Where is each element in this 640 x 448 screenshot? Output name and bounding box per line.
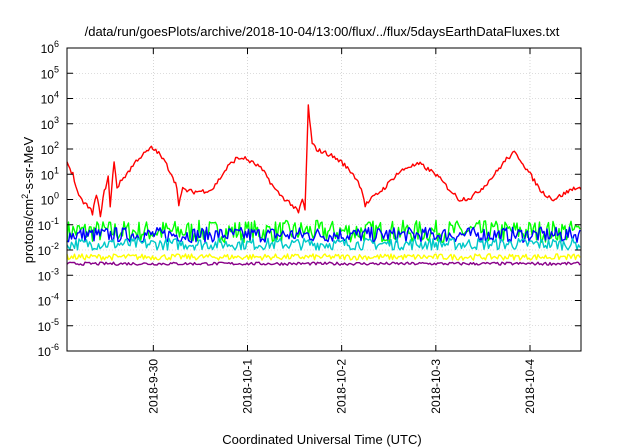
y-tick-label: 103 <box>41 115 59 132</box>
y-axis: 10-610-510-410-310-210-11001011021031041… <box>38 39 581 359</box>
y-tick-label-exponent: 5 <box>54 64 59 74</box>
flux-series-line <box>66 237 581 251</box>
plot-frame <box>66 47 582 352</box>
y-tick-label: 102 <box>41 140 59 157</box>
y-tick-label-base: 10 <box>41 143 55 157</box>
y-tick-label-base: 10 <box>38 219 52 233</box>
y-tick-label: 10-6 <box>38 342 59 359</box>
y-tick-label-base: 10 <box>41 42 55 56</box>
proton-flux-series-line <box>66 104 582 218</box>
y-tick-label-base: 10 <box>38 269 52 283</box>
flux-series-line <box>66 261 581 266</box>
y-tick-label-base: 10 <box>41 118 55 132</box>
series-layer <box>66 104 582 266</box>
y-tick-label-exponent: -5 <box>51 317 59 327</box>
y-tick-label-exponent: -6 <box>51 342 59 352</box>
flux-series-line <box>66 226 581 244</box>
grid-lines <box>67 47 581 352</box>
y-tick-label-exponent: -3 <box>51 266 59 276</box>
y-tick-label-base: 10 <box>38 244 52 258</box>
x-tick-label: 2018-10-2 <box>335 359 349 414</box>
y-tick-label-exponent: 6 <box>54 39 59 49</box>
flux-series-line <box>66 253 581 261</box>
y-tick-label-base: 10 <box>41 168 55 182</box>
x-axis-label: Coordinated Universal Time (UTC) <box>222 432 421 447</box>
y-axis-label: protons/cm2-s-sr-MeV <box>20 136 36 263</box>
chart-title: /data/run/goesPlots/archive/2018-10-04/1… <box>85 24 560 39</box>
y-tick-label: 10-1 <box>38 216 59 233</box>
y-tick-label-exponent: 2 <box>54 140 59 150</box>
y-tick-label: 10-5 <box>38 317 59 334</box>
y-tick-label: 106 <box>41 39 59 56</box>
y-axis-label-rest: -s-sr-MeV <box>21 136 36 193</box>
y-tick-label-base: 10 <box>38 295 52 309</box>
x-tick-label: 2018-10-3 <box>429 359 443 414</box>
y-tick-label-exponent: -2 <box>51 241 59 251</box>
y-tick-label-base: 10 <box>38 345 52 359</box>
y-tick-label: 104 <box>41 90 59 107</box>
x-tick-label: 2018-10-4 <box>523 359 537 414</box>
y-tick-label-exponent: 0 <box>54 191 59 201</box>
y-tick-label-base: 10 <box>41 93 55 107</box>
y-tick-label-base: 10 <box>41 194 55 208</box>
y-tick-label: 10-4 <box>38 292 59 309</box>
x-tick-label: 2018-9-30 <box>146 359 160 414</box>
y-tick-label-exponent: 3 <box>54 115 59 125</box>
x-axis: 2018-9-30 2018-10-1 2018-10-2 2018-10-3 2018… <box>146 48 537 414</box>
y-tick-label-exponent: -1 <box>51 216 59 226</box>
y-tick-label: 105 <box>41 64 59 81</box>
y-tick-label-base: 10 <box>38 320 52 334</box>
y-axis-label-sup: 2 <box>20 194 30 199</box>
y-tick-label-exponent: 4 <box>54 90 59 100</box>
y-tick-label: 101 <box>41 165 59 182</box>
y-tick-label-exponent: -4 <box>51 292 59 302</box>
y-axis-label-base: protons/cm <box>21 199 36 263</box>
x-tick-label: 2018-10-1 <box>240 359 254 414</box>
y-tick-label: 10-3 <box>38 266 59 283</box>
y-tick-label: 10-2 <box>38 241 59 258</box>
y-tick-label: 100 <box>41 191 59 208</box>
y-tick-label-exponent: 1 <box>54 165 59 175</box>
y-tick-label-base: 10 <box>41 67 55 81</box>
